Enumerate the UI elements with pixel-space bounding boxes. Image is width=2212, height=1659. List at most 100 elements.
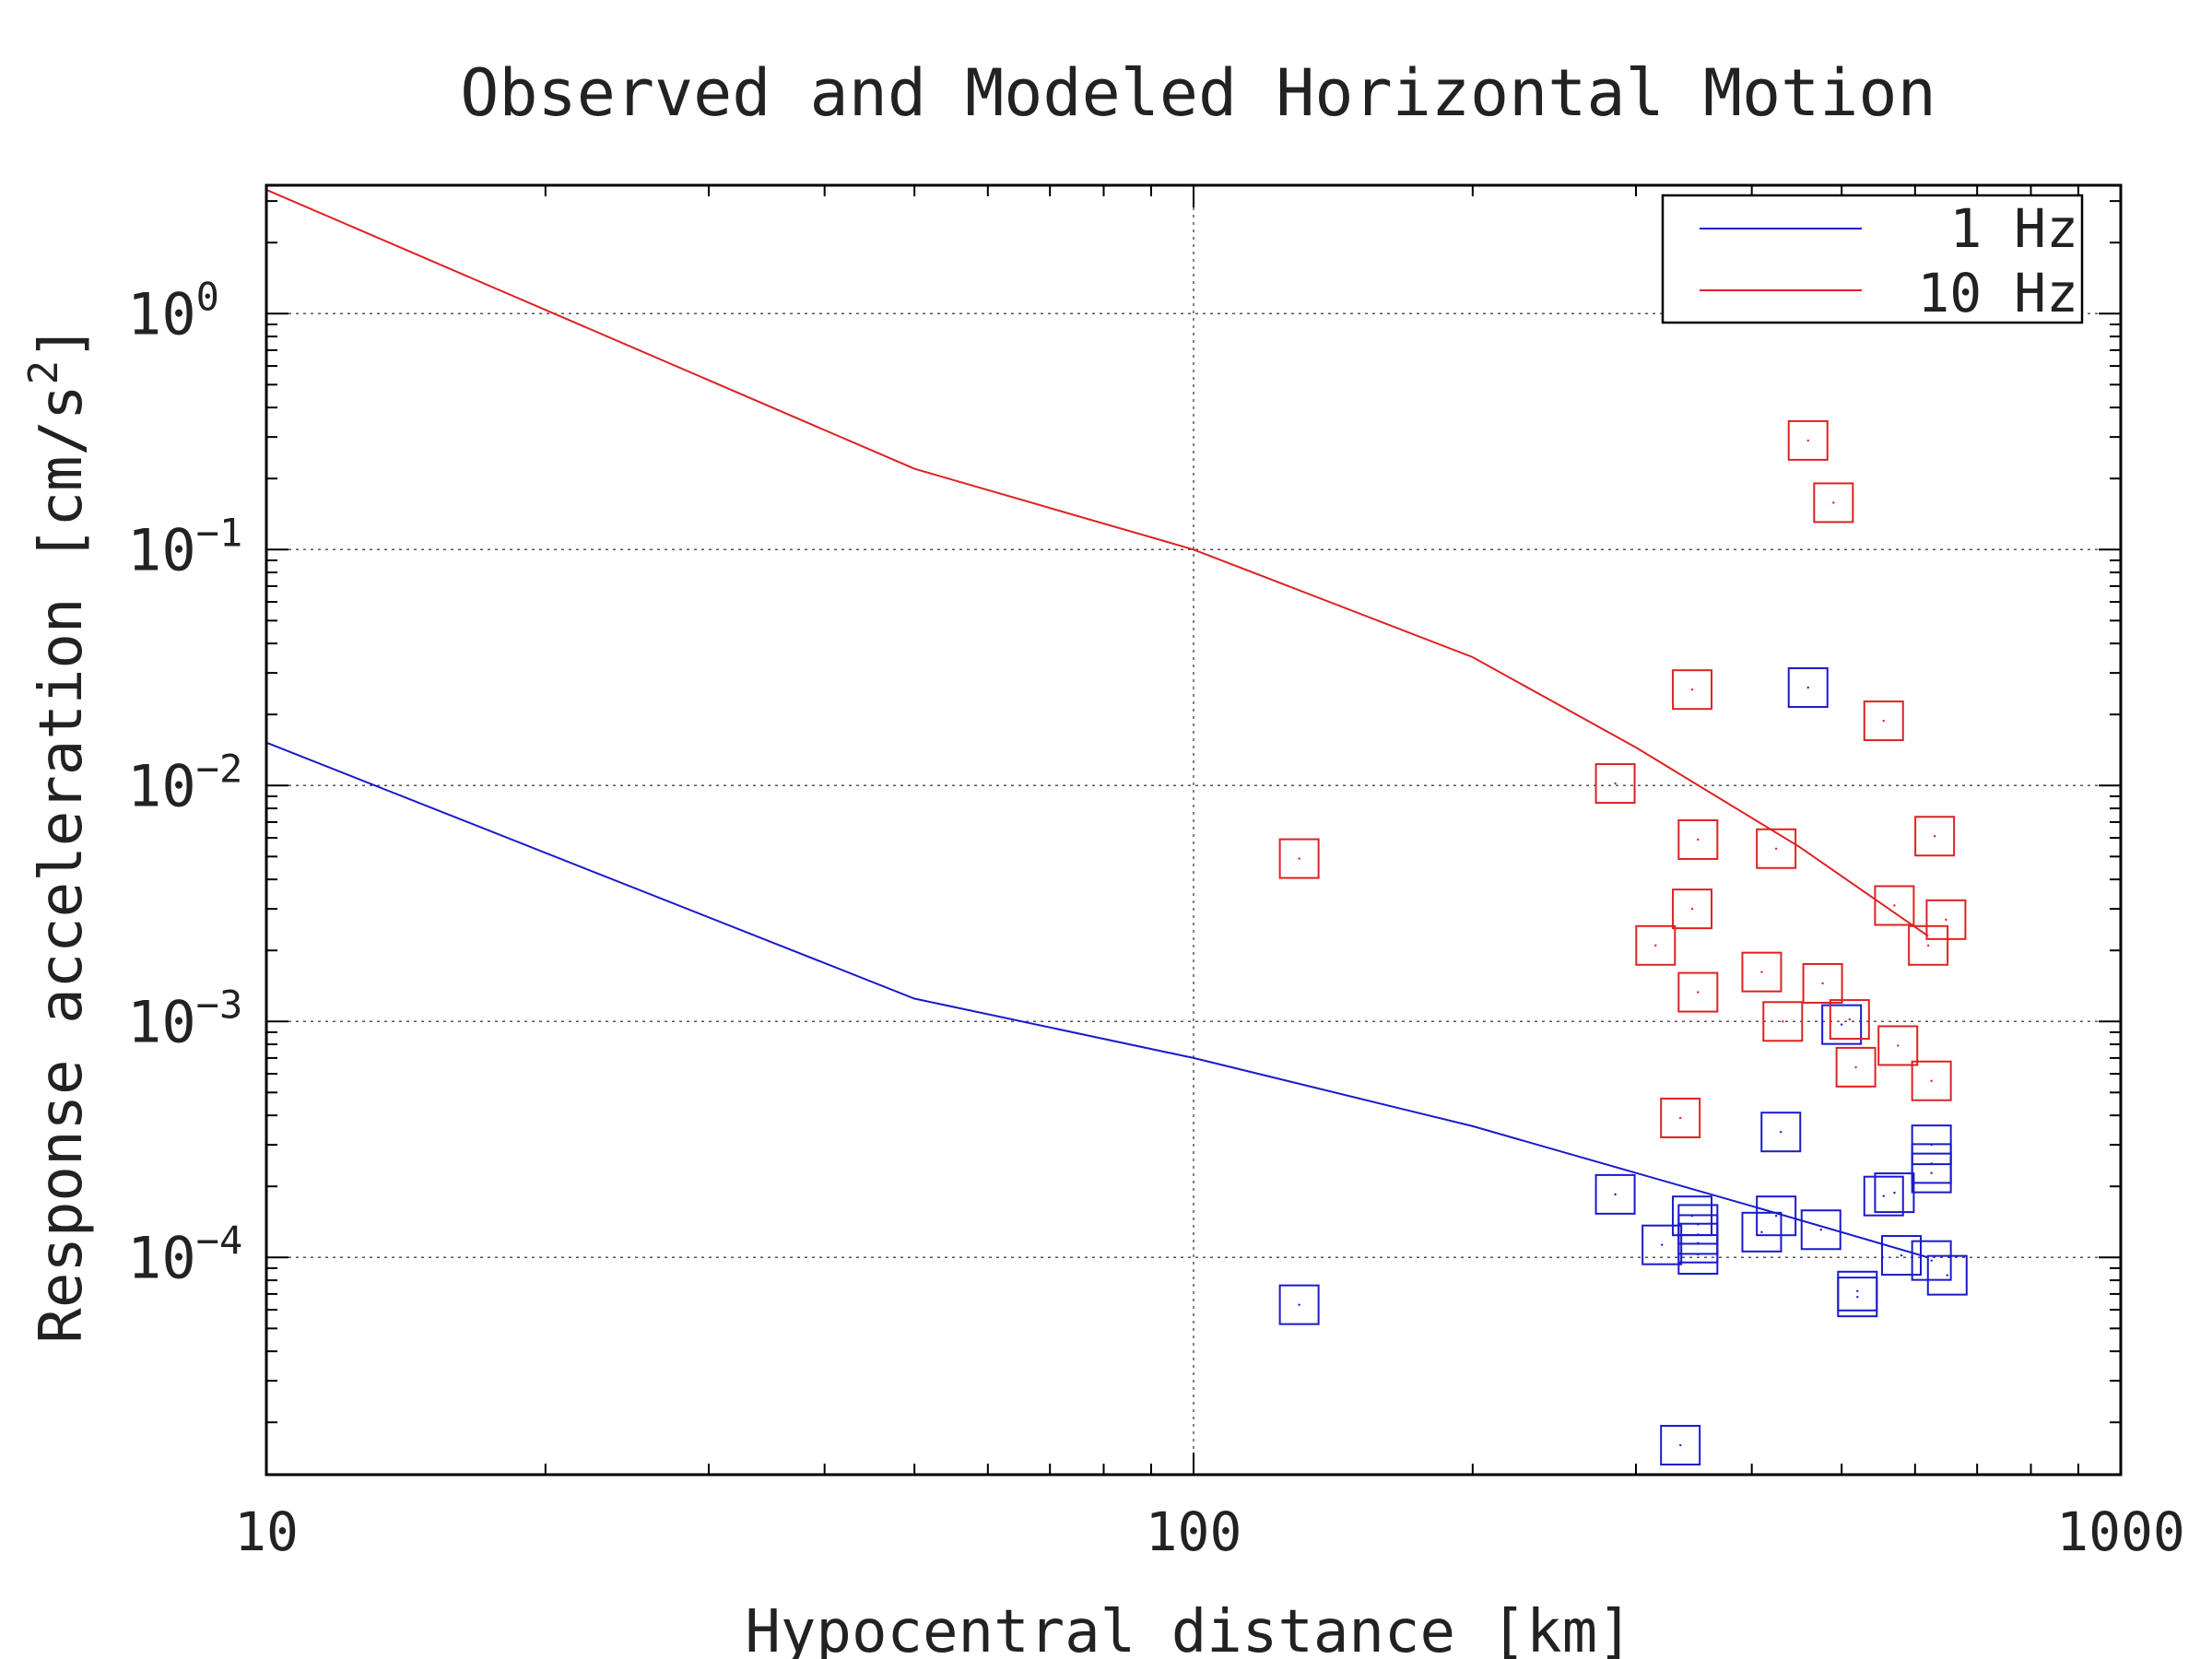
observed-point-series-1 — [1677, 971, 1719, 1013]
observed-point-center-series-1 — [1893, 904, 1896, 907]
observed-point-series-0 — [1926, 1254, 1968, 1296]
legend: 1 Hz 10 Hz — [1661, 194, 2084, 324]
observed-point-series-0 — [1911, 1152, 1952, 1194]
y-tick-label-base: 10 — [127, 1224, 196, 1291]
y-axis-label: Response acceleration [cm/s2] — [20, 324, 96, 1343]
observed-point-center-series-1 — [1782, 1020, 1784, 1023]
y-axis-label-end: ] — [28, 324, 96, 360]
observed-point-series-0 — [1278, 1284, 1320, 1325]
plot-frame — [265, 183, 2123, 1477]
observed-point-center-series-0 — [1930, 1259, 1933, 1262]
observed-point-center-series-1 — [1832, 501, 1835, 504]
observed-point-center-series-1 — [1945, 918, 1947, 922]
observed-point-series-1 — [1594, 763, 1636, 805]
observed-point-center-series-1 — [1897, 1044, 1900, 1047]
observed-point-center-series-1 — [1774, 847, 1778, 850]
y-tick-label: 10−1 — [127, 510, 242, 583]
observed-point-series-0 — [1837, 1270, 1878, 1312]
observed-point-center-series-0 — [1856, 1289, 1859, 1292]
grid-lines — [266, 185, 2121, 1475]
observed-point-center-series-0 — [1760, 1230, 1763, 1234]
observed-point-center-series-1 — [1690, 688, 1694, 691]
observed-point-center-series-1 — [1654, 944, 1657, 947]
observed-point-series-1 — [1787, 419, 1829, 461]
observed-point-series-1 — [1762, 1001, 1804, 1042]
y-tick-label-exponent: 0 — [196, 274, 219, 319]
y-tick-label-base: 10 — [127, 280, 196, 347]
observed-point-series-0 — [1911, 1240, 1952, 1281]
observed-point-center-series-0 — [1774, 1214, 1778, 1218]
observed-point-series-1 — [1672, 888, 1713, 930]
observed-point-center-series-0 — [1697, 1253, 1700, 1256]
observed-point-series-0 — [1881, 1235, 1923, 1277]
observed-point-series-1 — [1925, 899, 1967, 940]
y-tick-label-exponent: −3 — [196, 982, 243, 1027]
observed-point-center-series-0 — [1840, 1023, 1843, 1026]
legend-box — [1661, 194, 2084, 324]
observed-point-center-series-0 — [1614, 1193, 1617, 1196]
observed-point-center-series-1 — [1806, 439, 1809, 442]
observed-point-series-0 — [1594, 1173, 1636, 1215]
observed-point-series-0 — [1821, 1004, 1863, 1045]
y-tick-label: 100 — [127, 274, 219, 347]
observed-point-series-1 — [1874, 885, 1915, 926]
observed-point-center-series-1 — [1933, 835, 1936, 838]
observed-point-series-1 — [1911, 1060, 1952, 1101]
observed-point-center-series-0 — [1780, 1131, 1783, 1134]
observed-point-series-1 — [1677, 818, 1719, 860]
observed-point-center-series-0 — [1882, 1194, 1885, 1197]
observed-point-series-0 — [1787, 667, 1829, 709]
observed-point-center-series-0 — [1856, 1295, 1859, 1299]
y-tick-label-base: 10 — [127, 516, 196, 583]
y-tick-label-exponent: −2 — [196, 746, 243, 791]
observed-point-center-series-1 — [1690, 907, 1694, 911]
observed-point-series-1 — [1672, 669, 1713, 711]
observed-point-series-1 — [1877, 1025, 1919, 1066]
observed-point-series-1 — [1908, 924, 1949, 966]
observed-point-center-series-0 — [1946, 1274, 1948, 1277]
y-tick-label: 10−4 — [127, 1218, 242, 1291]
observed-point-series-0 — [1756, 1195, 1797, 1237]
observed-point-series-0 — [1863, 1175, 1904, 1217]
observed-point-series-0 — [1741, 1211, 1783, 1253]
x-tick-labels: 10 100 1000 — [234, 1500, 2185, 1563]
observed-point-series-1 — [1802, 962, 1843, 1004]
model-line-series-1 — [265, 188, 1929, 937]
y-tick-label: 10−3 — [127, 982, 242, 1055]
observed-point-center-series-0 — [1819, 1229, 1822, 1231]
y-tick-label-exponent: −1 — [196, 510, 243, 555]
x-tick-label: 10 — [234, 1500, 299, 1563]
observed-point-center-series-0 — [1930, 1171, 1933, 1174]
observed-point-center-series-0 — [1678, 1443, 1682, 1447]
observed-point-series-0 — [1641, 1224, 1683, 1265]
observed-point-center-series-1 — [1926, 944, 1930, 947]
observed-point-center-series-0 — [1893, 1191, 1896, 1194]
series-layer — [265, 188, 1968, 1466]
observed-point-series-1 — [1741, 951, 1783, 993]
observed-point-series-1 — [1278, 838, 1320, 879]
y-tick-label-base: 10 — [127, 988, 196, 1055]
x-tick-label: 1000 — [2056, 1500, 2185, 1563]
observed-point-center-series-1 — [1821, 982, 1824, 985]
observed-point-center-series-0 — [1806, 686, 1809, 689]
observed-point-series-1 — [1756, 828, 1797, 869]
observed-point-center-series-1 — [1697, 991, 1700, 994]
observed-point-center-series-0 — [1697, 1241, 1700, 1244]
y-axis-label-main: Response acceleration [cm/s — [28, 384, 96, 1343]
observed-point-series-1 — [1914, 816, 1956, 857]
observed-point-center-series-1 — [1298, 857, 1300, 860]
y-tick-label-exponent: −4 — [196, 1218, 243, 1263]
observed-point-center-series-1 — [1882, 719, 1885, 723]
y-tick-label-base: 10 — [127, 752, 196, 819]
x-axis-label: Hypocentral distance [km] — [745, 1598, 1632, 1659]
observed-point-center-series-0 — [1900, 1253, 1903, 1257]
observed-point-series-0 — [1760, 1112, 1802, 1153]
observed-point-series-1 — [1829, 999, 1870, 1041]
observed-point-center-series-0 — [1298, 1303, 1300, 1306]
observed-point-center-series-1 — [1930, 1079, 1933, 1082]
legend-label-10hz: 10 Hz — [1917, 262, 2078, 324]
observed-point-center-series-0 — [1930, 1162, 1933, 1165]
minor-ticks — [265, 185, 2121, 1475]
